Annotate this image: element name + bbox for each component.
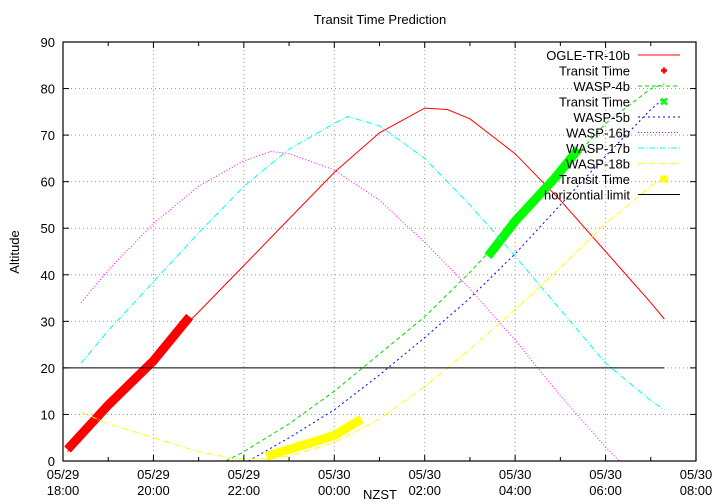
legend-marker-cross-icon bbox=[660, 97, 668, 106]
legend-label: Transit Time bbox=[559, 95, 630, 110]
wasp-4b-series bbox=[225, 83, 665, 462]
wasp-17b-series bbox=[80, 115, 665, 411]
x-tick-date: 05/30 bbox=[680, 467, 713, 482]
transit-time-series bbox=[64, 313, 194, 453]
x-tick-time: 22:00 bbox=[228, 483, 261, 498]
wasp-16b-series bbox=[80, 150, 620, 462]
legend-marker-plus-icon bbox=[661, 67, 667, 74]
y-tick-label: 40 bbox=[41, 268, 55, 283]
legend-label: WASP-16b bbox=[566, 126, 630, 141]
x-tick-time: 06:00 bbox=[589, 483, 622, 498]
y-tick-label: 0 bbox=[48, 454, 55, 469]
legend-label: horizontial limit bbox=[544, 188, 630, 203]
y-tick-label: 10 bbox=[41, 407, 55, 422]
x-tick-time: 04:00 bbox=[499, 483, 532, 498]
y-tick-label: 70 bbox=[41, 128, 55, 143]
legend-label: WASP-18b bbox=[566, 157, 630, 172]
series-layer bbox=[63, 83, 665, 462]
legend-label: OGLE-TR-10b bbox=[546, 48, 630, 63]
x-tick-time: 02:00 bbox=[408, 483, 441, 498]
y-tick-label: 30 bbox=[41, 314, 55, 329]
transit-time-series bbox=[484, 146, 582, 259]
legend-label: WASP-4b bbox=[573, 79, 630, 94]
legend-label: Transit Time bbox=[559, 64, 630, 79]
chart-title: Transit Time Prediction bbox=[314, 12, 446, 27]
x-tick-date: 05/30 bbox=[408, 467, 441, 482]
wasp-5b-series bbox=[248, 97, 665, 462]
wasp-18b-series bbox=[80, 176, 665, 460]
y-axis-label: Altitude bbox=[7, 230, 22, 273]
x-tick-time: 18:00 bbox=[47, 483, 80, 498]
axis-ticks: 05/2918:0005/2920:0005/2922:0005/3000:00… bbox=[41, 35, 713, 498]
legend-label: WASP-5b bbox=[573, 110, 630, 125]
y-tick-label: 20 bbox=[41, 361, 55, 376]
x-tick-time: 00:00 bbox=[318, 483, 351, 498]
x-tick-time: 08:00 bbox=[680, 483, 713, 498]
transit-time-series bbox=[265, 415, 364, 461]
x-tick-date: 05/30 bbox=[318, 467, 351, 482]
x-tick-date: 05/30 bbox=[499, 467, 532, 482]
legend-label: Transit Time bbox=[559, 172, 630, 187]
legend-label: WASP-17b bbox=[566, 141, 630, 156]
x-tick-date: 05/29 bbox=[47, 467, 80, 482]
x-tick-date: 05/29 bbox=[228, 467, 261, 482]
y-tick-label: 60 bbox=[41, 175, 55, 190]
y-tick-label: 50 bbox=[41, 221, 55, 236]
y-tick-label: 80 bbox=[41, 82, 55, 97]
y-tick-label: 90 bbox=[41, 35, 55, 50]
x-axis-label: NZST bbox=[363, 487, 397, 502]
x-tick-date: 05/29 bbox=[137, 467, 170, 482]
x-tick-date: 05/30 bbox=[589, 467, 622, 482]
x-tick-time: 20:00 bbox=[137, 483, 170, 498]
legend-marker-square-icon bbox=[660, 175, 668, 183]
